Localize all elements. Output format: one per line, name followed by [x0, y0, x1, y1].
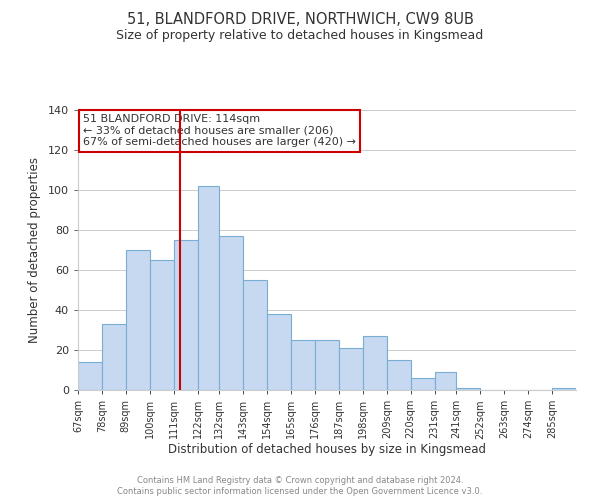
Text: Contains public sector information licensed under the Open Government Licence v3: Contains public sector information licen…	[118, 487, 482, 496]
Bar	[267, 314, 291, 390]
Bar	[552, 388, 576, 390]
Bar	[387, 360, 411, 390]
Bar	[411, 378, 434, 390]
Bar	[126, 250, 150, 390]
Text: 51 BLANDFORD DRIVE: 114sqm
← 33% of detached houses are smaller (206)
67% of sem: 51 BLANDFORD DRIVE: 114sqm ← 33% of deta…	[83, 114, 356, 148]
Bar	[291, 340, 315, 390]
Bar	[339, 348, 363, 390]
Bar	[457, 388, 481, 390]
Bar	[220, 236, 243, 390]
Text: Distribution of detached houses by size in Kingsmead: Distribution of detached houses by size …	[168, 442, 486, 456]
Bar	[363, 336, 387, 390]
Bar	[243, 280, 267, 390]
Text: Size of property relative to detached houses in Kingsmead: Size of property relative to detached ho…	[116, 29, 484, 42]
Text: Contains HM Land Registry data © Crown copyright and database right 2024.: Contains HM Land Registry data © Crown c…	[137, 476, 463, 485]
Bar	[102, 324, 126, 390]
Bar	[434, 372, 457, 390]
Bar	[197, 186, 220, 390]
Text: 51, BLANDFORD DRIVE, NORTHWICH, CW9 8UB: 51, BLANDFORD DRIVE, NORTHWICH, CW9 8UB	[127, 12, 473, 28]
Bar	[173, 240, 197, 390]
Bar	[150, 260, 173, 390]
Bar	[78, 362, 102, 390]
Y-axis label: Number of detached properties: Number of detached properties	[28, 157, 41, 343]
Bar	[315, 340, 339, 390]
